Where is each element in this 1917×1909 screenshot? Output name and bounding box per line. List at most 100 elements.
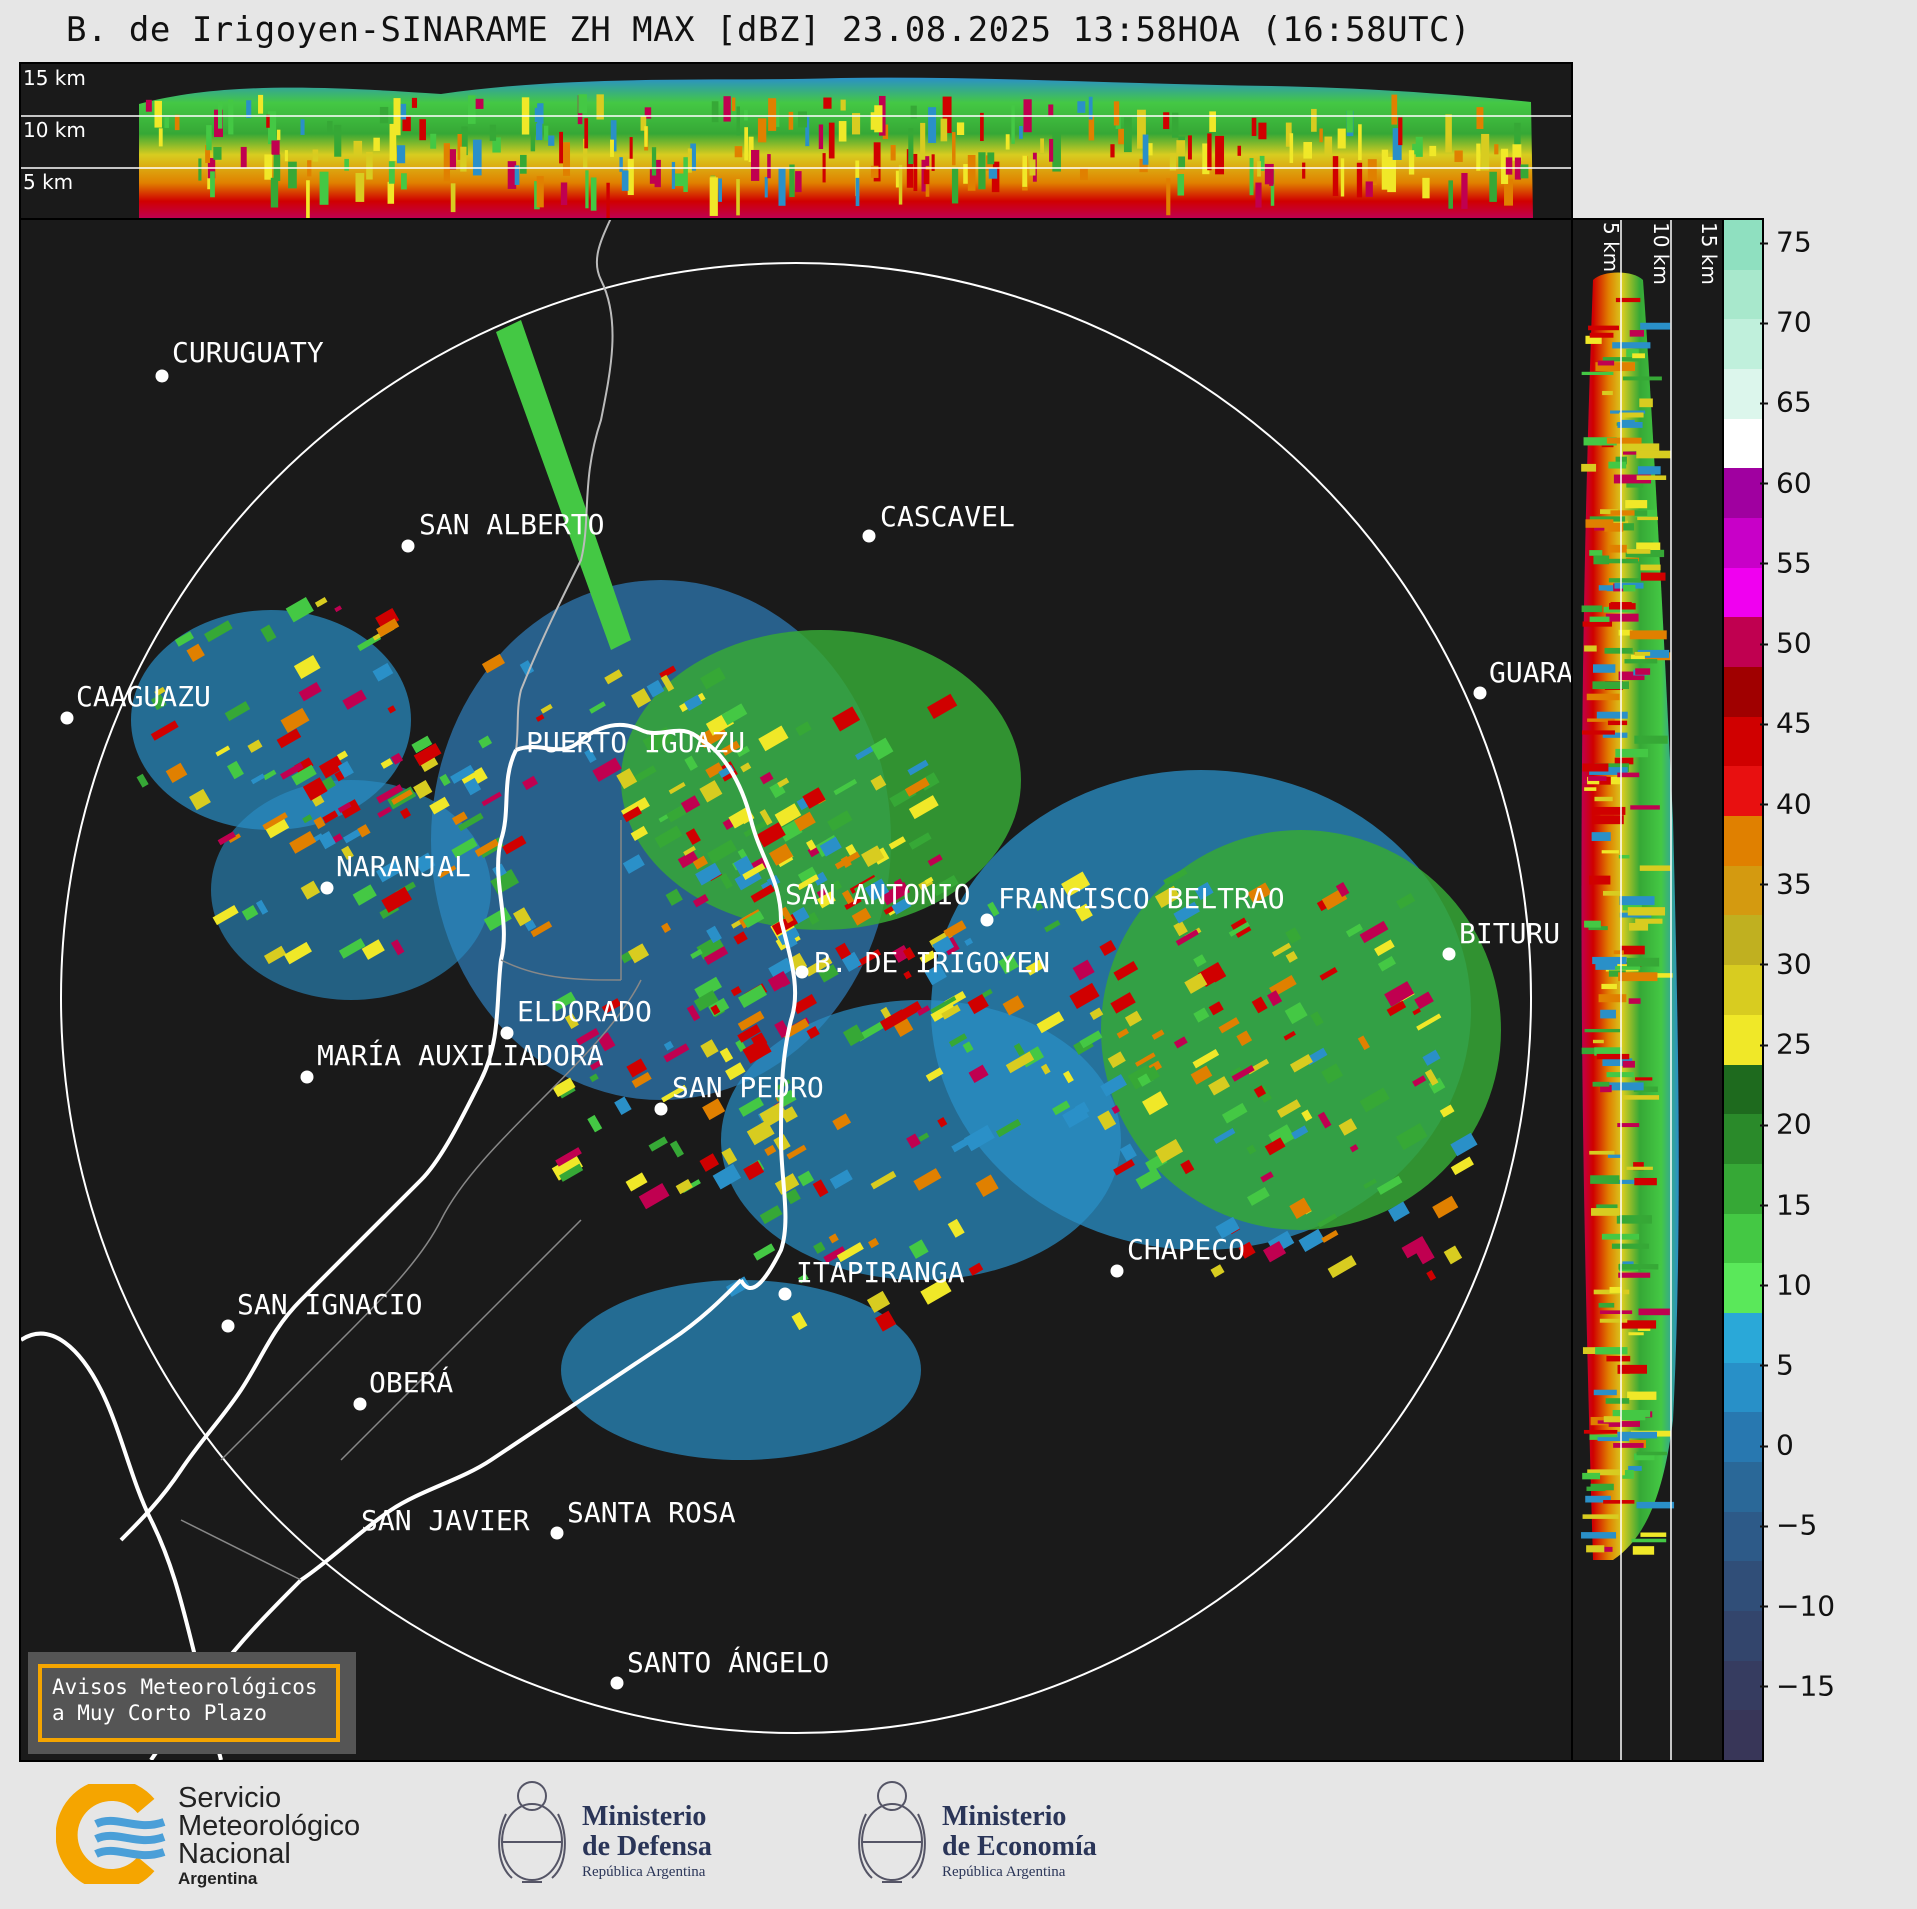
section-streak [1600,558,1639,564]
echo-cell [719,1047,734,1063]
section-streak [590,177,597,211]
city-dot-itapiranga [778,1287,792,1301]
section-streak [757,118,767,143]
section-streak [1608,461,1627,469]
colorbar-band [1724,1610,1762,1662]
echo-cell [663,1040,674,1051]
echo-cell [1289,1197,1312,1219]
echo-cell [215,745,231,757]
echo-cell [902,946,916,961]
echo-cell [981,988,993,998]
echo-cell [481,791,502,807]
echo-cell [1443,1245,1463,1265]
echo-cell [743,819,769,838]
echo-cell [832,1113,852,1131]
echo-cell [870,774,887,791]
echo-cell [780,1106,798,1123]
echo-cell [987,901,1000,917]
radar-map[interactable]: CURUGUATY SAN ALBERTO CASCAVEL CAAGUAZU … [19,218,1573,1762]
echo-cell [1285,927,1302,944]
section-streak [1640,1532,1667,1537]
echo-cell [864,878,890,902]
echo-cell [891,897,912,915]
section-streak [1630,805,1660,810]
echo-cell [813,1241,826,1254]
section-streak [1624,659,1658,664]
section-streak [1590,1175,1620,1184]
echo-cell [255,899,269,915]
echo-cell [626,1058,648,1078]
section-streak [1581,605,1603,613]
section-streak [1583,1429,1618,1434]
section-streak [767,154,771,179]
section-streak [450,183,456,213]
echo-cell [684,694,703,712]
section-streak [1237,145,1242,156]
section-streak [1118,128,1126,145]
precipitation-echoes [131,320,1501,1460]
echo-cell [759,1205,783,1225]
section-streak [731,97,736,112]
city-label-santo-angelo: SANTO ÁNGELO [627,1646,830,1679]
section-streak [1581,1047,1595,1055]
smn-line-3: Nacional [178,1838,291,1870]
section-streak [1589,767,1628,775]
colorbar-band [1724,220,1762,271]
echo-cell [805,839,817,851]
echo-cell [1116,1028,1129,1039]
echo-cell [738,984,767,1008]
colorbar-tick-label: 60 [1760,466,1812,499]
colorbar-band [1724,617,1762,669]
section-streak [1147,143,1153,156]
section-streak [951,168,959,204]
echo-cell [627,943,650,964]
section-streak [1258,122,1267,140]
echo-cell [228,833,241,843]
echo-cell [924,963,947,986]
echo-cell [1345,923,1363,938]
echo-cell [1111,1105,1121,1115]
section-streak [1398,117,1403,146]
echo-cell [696,935,725,960]
section-streak [344,158,349,171]
echo-cell [680,795,701,813]
section-streak [443,143,451,182]
echo-cell [841,951,862,972]
section-streak [1019,125,1023,139]
echo-cell [1450,1156,1474,1176]
echo-cell [390,939,405,956]
section-streak [1615,523,1635,531]
echo-cell [1193,954,1207,968]
city-dot-chapeco [1110,1264,1124,1278]
map-title: B. de Irigoyen-SINARAME ZH MAX [dBZ] 23.… [66,10,1471,50]
section-streak [1011,105,1015,144]
section-streak [1628,1332,1644,1336]
section-streak [1586,693,1620,701]
echo-cell [737,1024,761,1043]
section-streak [1618,854,1630,859]
echo-cell [827,810,853,832]
section-streak [1593,555,1610,565]
section-streak [1625,500,1648,509]
section-streak [1169,153,1177,171]
echo-cell [1246,1144,1257,1155]
section-streak [1627,907,1666,916]
section-streak [213,146,222,160]
echo-cell [795,721,812,737]
echo-cell [625,1172,648,1192]
section-streak [1613,474,1652,484]
echo-cell [380,758,394,769]
section-streak [828,122,835,159]
section-streak [270,177,279,208]
echo-cell [1285,951,1298,963]
section-streak [1494,144,1499,155]
section-streak [1251,117,1257,136]
echo-cell [903,970,912,980]
echo-cell [819,836,842,857]
echo-cell [622,854,645,874]
echo-cell [951,1138,970,1153]
echo-cell [1236,1030,1253,1047]
echo-cell [1386,1000,1407,1017]
section-streak [1633,1162,1644,1171]
echo-cell [1124,1010,1143,1027]
